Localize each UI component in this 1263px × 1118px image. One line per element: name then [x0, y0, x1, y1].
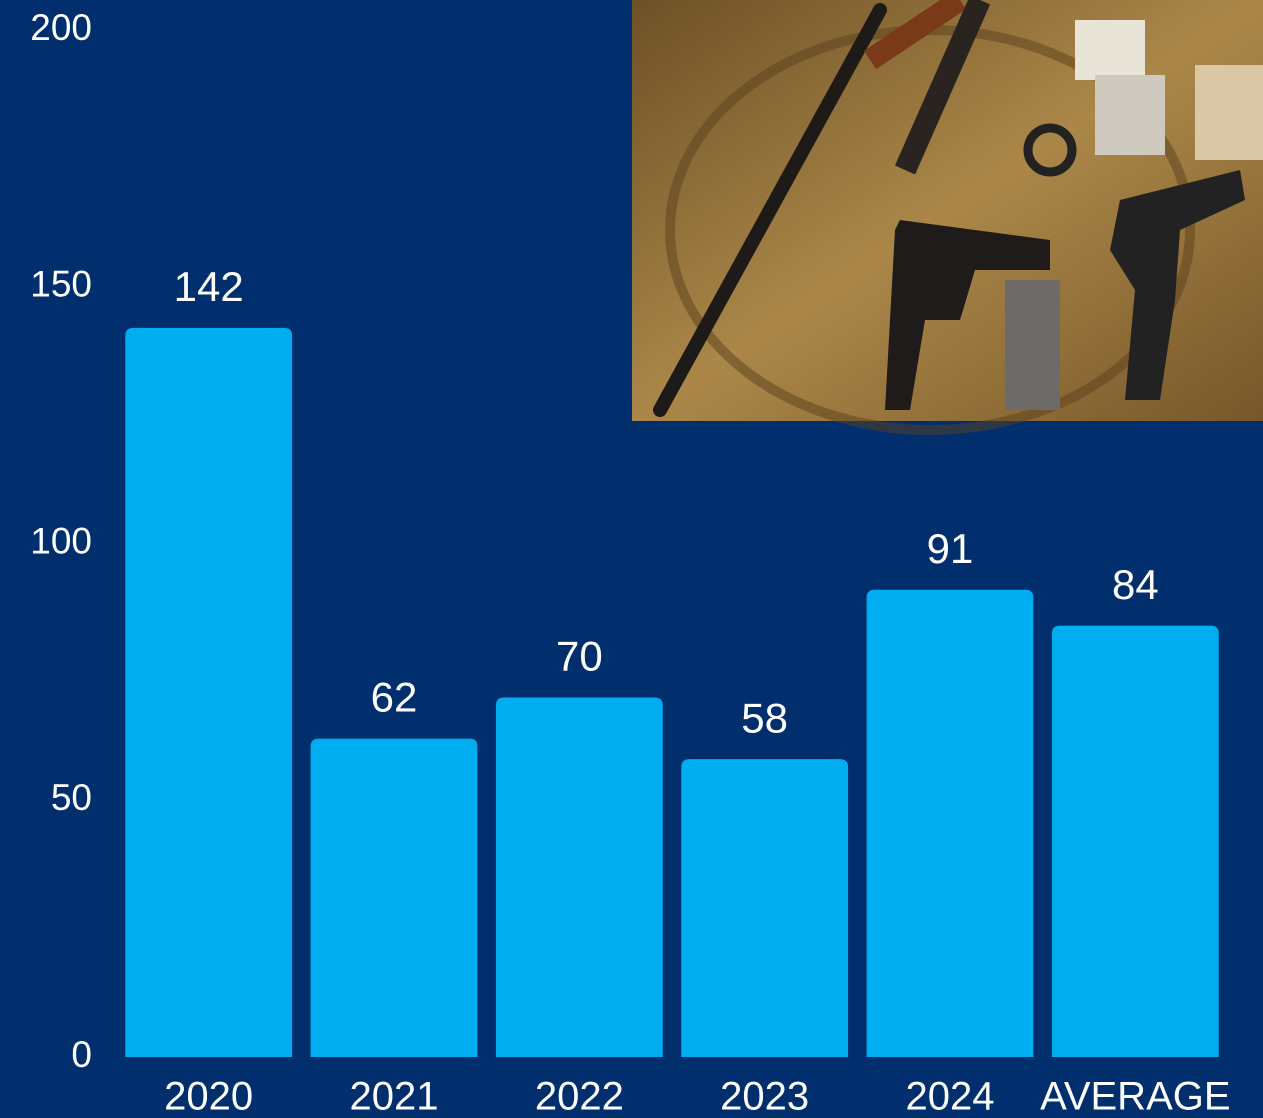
y-tick-label: 150: [30, 264, 92, 305]
photo: [632, 0, 1263, 435]
y-tick-label: 100: [30, 520, 92, 561]
x-tick-label: 2020: [164, 1075, 253, 1118]
bar: [1051, 625, 1219, 1057]
bar: [125, 327, 293, 1058]
x-tick-label: 2022: [535, 1075, 624, 1118]
x-tick-label: AVERAGE: [1040, 1075, 1230, 1118]
x-tick-label: 2024: [906, 1075, 995, 1118]
value-label: 70: [556, 633, 603, 680]
value-label: 58: [741, 694, 788, 741]
value-label: 142: [174, 263, 244, 310]
y-tick-label: 0: [71, 1034, 92, 1075]
bar: [495, 697, 663, 1057]
bar: [866, 589, 1034, 1057]
x-tick-label: 2021: [350, 1075, 439, 1118]
y-tick-label: 200: [30, 7, 92, 48]
value-label: 84: [1112, 561, 1159, 608]
x-tick-label: 2023: [720, 1075, 809, 1118]
value-label: 91: [927, 525, 974, 572]
bar: [310, 738, 478, 1057]
y-tick-label: 50: [51, 777, 92, 818]
bar: [681, 759, 849, 1057]
value-label: 62: [371, 674, 418, 721]
